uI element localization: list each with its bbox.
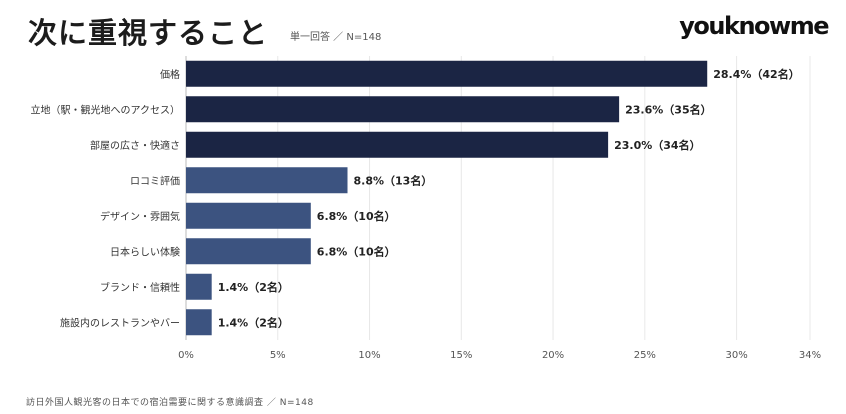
- x-tick-label: 10%: [358, 350, 380, 361]
- category-label: 立地（駅・観光地へのアクセス）: [31, 103, 181, 116]
- value-label: 23.6%（35名）: [625, 102, 711, 116]
- value-label: 1.4%（2名）: [218, 315, 289, 329]
- bar: [186, 309, 212, 336]
- value-label: 1.4%（2名）: [218, 280, 289, 294]
- value-label: 6.8%（10名）: [317, 244, 396, 258]
- bar: [186, 167, 348, 194]
- category-label: 価格: [160, 68, 180, 81]
- bar: [186, 131, 609, 158]
- category-label: 日本らしい体験: [110, 245, 180, 258]
- chart-subtitle: 単一回答 ／ N=148: [290, 32, 382, 43]
- bar: [186, 238, 311, 265]
- category-label: 部屋の広さ・快適さ: [90, 139, 180, 152]
- x-tick-label: 5%: [270, 350, 286, 361]
- bar-chart: 0% 5% 10% 15% 20% 25% 30% 34% 価格 28.4%（42名） 立地（駅・観…: [31, 56, 822, 361]
- labels: 0% 5% 10% 15% 20% 25% 30% 34% 価格 28.4%（42名） 立地（駅・観…: [31, 67, 822, 361]
- category-label: 施設内のレストランやバー: [60, 316, 180, 329]
- x-tick-label: 0%: [178, 350, 194, 361]
- x-tick-label: 25%: [634, 350, 656, 361]
- category-label: デザイン・雰囲気: [100, 210, 180, 223]
- page-title: 次に重視すること: [28, 16, 269, 50]
- value-label: 8.8%（13名）: [354, 173, 433, 187]
- category-label: ブランド・信頼性: [100, 281, 180, 294]
- value-label: 23.0%（34名）: [614, 138, 700, 152]
- value-label: 6.8%（10名）: [317, 209, 396, 223]
- bar: [186, 96, 620, 123]
- brand-logo: youknowme: [679, 12, 829, 40]
- bar: [186, 273, 212, 300]
- bar: [186, 202, 311, 229]
- source-note: 訪日外国人観光客の日本での宿泊需要に関する意識調査 ／ N=148: [26, 398, 314, 408]
- x-tick-label: 15%: [450, 350, 472, 361]
- x-tick-label: 30%: [725, 350, 747, 361]
- x-tick-label: 34%: [799, 350, 821, 361]
- bar: [186, 60, 708, 87]
- category-label: ロコミ評価: [130, 174, 180, 187]
- value-label: 28.4%（42名）: [713, 67, 799, 81]
- bars: [186, 60, 708, 336]
- x-tick-label: 20%: [542, 350, 564, 361]
